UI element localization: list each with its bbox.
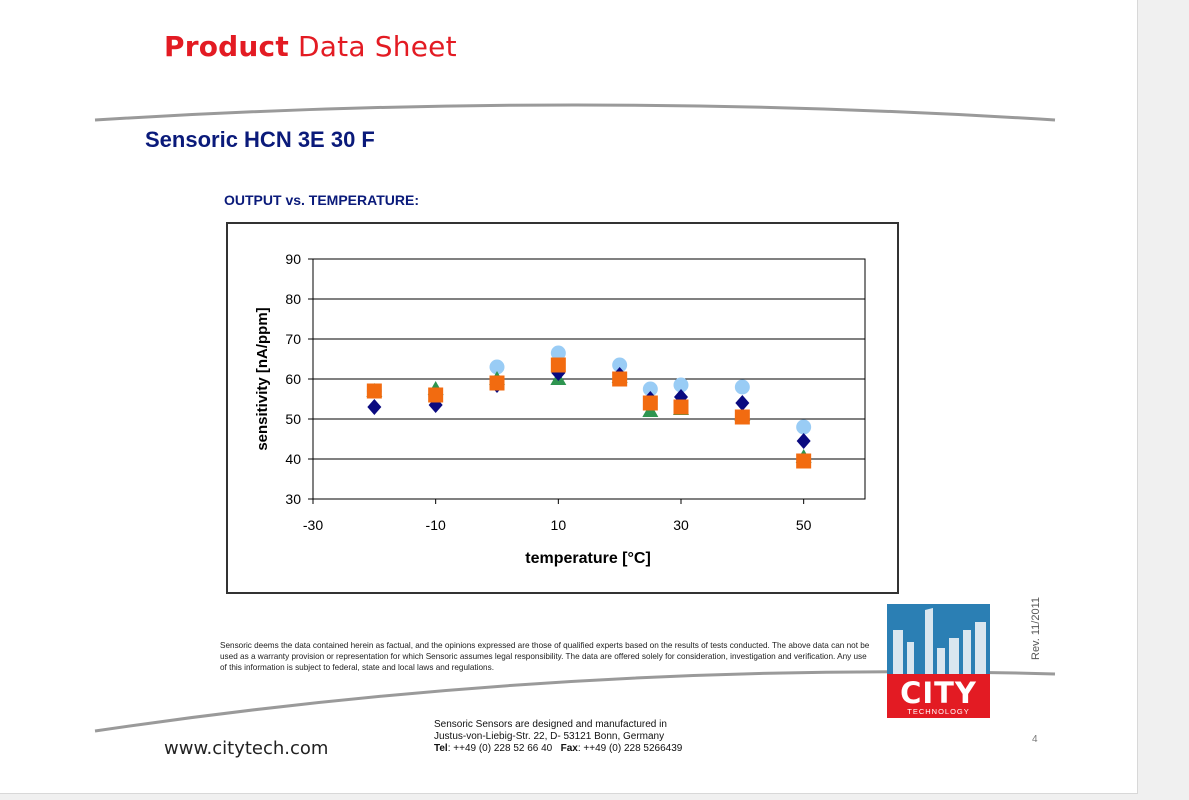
data-point-circle [642, 381, 658, 397]
y-axis-label: sensitivity [nA/ppm] [254, 307, 271, 450]
city-technology-logo: CITY TECHNOLOGY [887, 604, 990, 718]
disclaimer-text: Sensoric deems the data contained herein… [220, 641, 870, 672]
data-point-square [489, 375, 505, 391]
tel-value: : ++49 (0) 228 52 66 40 [447, 743, 553, 754]
city-skyline-icon [887, 604, 990, 674]
y-tick-label: 50 [285, 411, 301, 427]
chart-heading: OUTPUT vs. TEMPERATURE: [224, 192, 419, 208]
document-page: Product Data Sheet Sensoric HCN 3E 30 F … [0, 0, 1138, 794]
x-tick-label: -10 [426, 517, 446, 533]
page-header-title: Product Data Sheet [164, 30, 457, 63]
data-point-diamond [735, 395, 750, 411]
header-title-light: Data Sheet [298, 30, 457, 63]
website-link[interactable]: www.citytech.com [164, 738, 329, 759]
data-point-square [550, 357, 566, 373]
logo-technology-text: TECHNOLOGY [907, 707, 970, 716]
data-point-square [366, 383, 382, 399]
data-point-diamond [796, 433, 811, 449]
x-tick-label: 50 [796, 517, 812, 533]
output-vs-temperature-chart: 30 40 50 60 70 80 90 -30 -10 10 30 50 temperature [… [254, 251, 866, 567]
data-point-circle [612, 357, 628, 373]
footer-address: Sensoric Sensors are designed and manufa… [434, 719, 682, 755]
data-point-circle [796, 419, 812, 435]
fax-label: Fax [560, 743, 578, 754]
y-tick-label: 30 [285, 491, 301, 507]
x-tick-label: 10 [551, 517, 567, 533]
data-point-square [734, 409, 750, 425]
header-title-bold: Product [164, 30, 289, 63]
fax-value: : ++49 (0) 228 5266439 [577, 743, 683, 754]
y-tick-label: 40 [285, 451, 301, 467]
data-point-square [642, 395, 658, 411]
y-tick-label: 80 [285, 291, 301, 307]
tick-layer: 30 40 50 60 70 80 90 -30 -10 10 30 50 [285, 251, 811, 533]
data-point-square [673, 399, 689, 415]
footer-line-2: Justus-von-Liebig-Str. 22, D- 53121 Bonn… [434, 731, 665, 742]
revision-label: Rev. 11/2011 [1030, 597, 1042, 660]
y-tick-label: 90 [285, 251, 301, 267]
product-name: Sensoric HCN 3E 30 F [145, 127, 375, 152]
data-point-square [612, 371, 628, 387]
tel-label: Tel [434, 743, 448, 754]
logo-city-text: CITY [900, 676, 977, 710]
data-point-circle [673, 377, 689, 393]
logo-text-panel: CITY TECHNOLOGY [887, 674, 990, 718]
y-tick-label: 70 [285, 331, 301, 347]
data-point-square [428, 387, 444, 403]
x-tick-label: -30 [303, 517, 323, 533]
marks-layer [366, 345, 812, 469]
footer-contact-line: Tel: ++49 (0) 228 52 66 40 Fax: ++49 (0)… [434, 743, 682, 755]
data-point-diamond [367, 399, 382, 415]
data-point-circle [550, 345, 566, 361]
footer-line-1: Sensoric Sensors are designed and manufa… [434, 719, 667, 730]
y-tick-label: 60 [285, 371, 301, 387]
grid-layer [313, 298, 865, 460]
x-axis-label: temperature [°C] [525, 550, 651, 567]
page-number: 4 [1032, 734, 1038, 745]
x-tick-label: 30 [673, 517, 689, 533]
logo-skyline-panel [887, 604, 990, 674]
data-point-circle [734, 379, 750, 395]
data-point-square [796, 453, 812, 469]
data-point-circle [489, 359, 505, 375]
